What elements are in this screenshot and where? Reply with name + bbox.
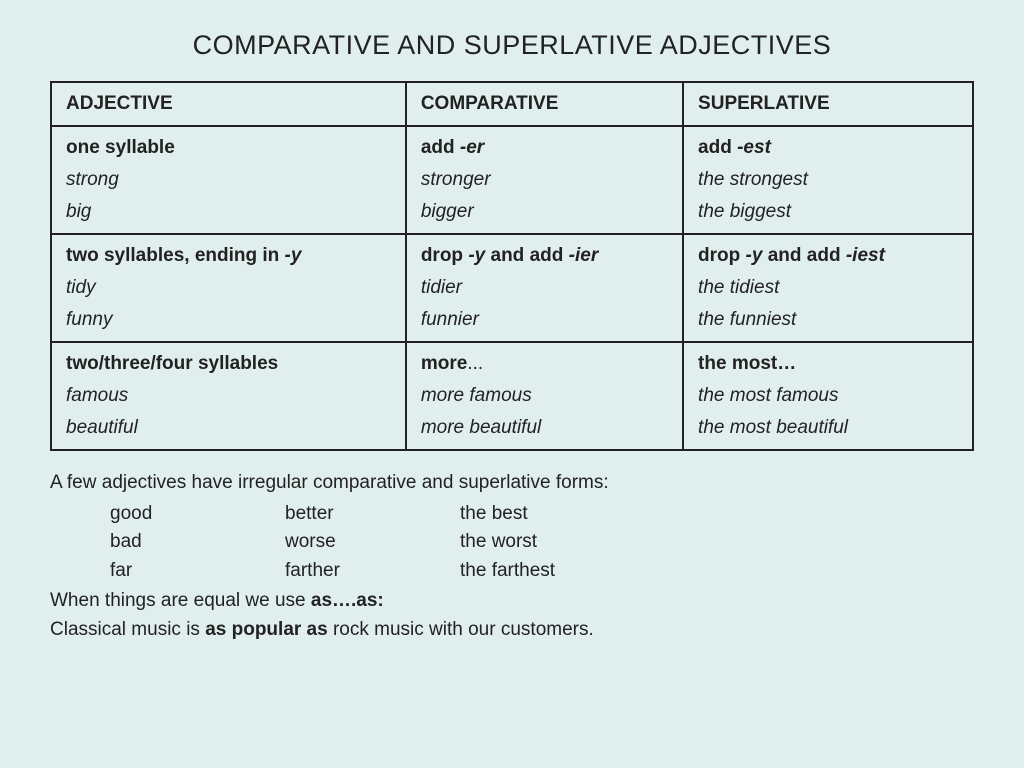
cell-superlative: add -est the strongest the biggest — [683, 126, 973, 234]
rule-heading: drop -y and add -iest — [698, 245, 958, 267]
irregular-row: good better the best — [50, 500, 974, 529]
header-superlative: SUPERLATIVE — [683, 82, 973, 126]
cell-adjective: two/three/four syllables famous beautifu… — [51, 342, 406, 450]
rule-heading: drop -y and add -ier — [421, 245, 668, 267]
cell-comparative: drop -y and add -ier tidier funnier — [406, 234, 683, 342]
irregular-adj: good — [110, 500, 285, 529]
irregular-comp: farther — [285, 557, 460, 586]
rule-heading: more... — [421, 353, 668, 375]
example: tidier — [421, 277, 668, 299]
cell-superlative: the most… the most famous the most beaut… — [683, 342, 973, 450]
equal-example: Classical music is as popular as rock mu… — [50, 616, 974, 645]
irregular-row: far farther the farthest — [50, 557, 974, 586]
example: the most beautiful — [698, 417, 958, 439]
rule-heading: two syllables, ending in -y — [66, 245, 391, 267]
rule-heading: add -est — [698, 137, 958, 159]
cell-adjective: one syllable strong big — [51, 126, 406, 234]
irregular-row: bad worse the worst — [50, 528, 974, 557]
example: bigger — [421, 201, 668, 223]
example: the funniest — [698, 309, 958, 331]
example: the most famous — [698, 385, 958, 407]
example: strong — [66, 169, 391, 191]
grammar-table: ADJECTIVE COMPARATIVE SUPERLATIVE one sy… — [50, 81, 974, 451]
cell-comparative: more... more famous more beautiful — [406, 342, 683, 450]
example: famous — [66, 385, 391, 407]
header-comparative: COMPARATIVE — [406, 82, 683, 126]
example: funnier — [421, 309, 668, 331]
table-row: two/three/four syllables famous beautifu… — [51, 342, 973, 450]
example: funny — [66, 309, 391, 331]
example: more famous — [421, 385, 668, 407]
page-title: COMPARATIVE AND SUPERLATIVE ADJECTIVES — [50, 30, 974, 61]
cell-superlative: drop -y and add -iest the tidiest the fu… — [683, 234, 973, 342]
example: the tidiest — [698, 277, 958, 299]
table-row: two syllables, ending in -y tidy funny d… — [51, 234, 973, 342]
rule-heading: the most… — [698, 353, 958, 375]
example: the strongest — [698, 169, 958, 191]
equal-rule: When things are equal we use as….as: — [50, 587, 974, 616]
example: beautiful — [66, 417, 391, 439]
example: stronger — [421, 169, 668, 191]
irregular-sup: the worst — [460, 528, 974, 557]
cell-adjective: two syllables, ending in -y tidy funny — [51, 234, 406, 342]
irregular-section: A few adjectives have irregular comparat… — [50, 469, 974, 644]
irregular-adj: far — [110, 557, 285, 586]
irregular-adj: bad — [110, 528, 285, 557]
example: the biggest — [698, 201, 958, 223]
example: big — [66, 201, 391, 223]
table-row: one syllable strong big add -er stronger… — [51, 126, 973, 234]
irregular-sup: the farthest — [460, 557, 974, 586]
example: more beautiful — [421, 417, 668, 439]
irregular-comp: better — [285, 500, 460, 529]
rule-heading: one syllable — [66, 137, 391, 159]
rule-heading: two/three/four syllables — [66, 353, 391, 375]
cell-comparative: add -er stronger bigger — [406, 126, 683, 234]
irregular-sup: the best — [460, 500, 974, 529]
irregular-comp: worse — [285, 528, 460, 557]
rule-heading: add -er — [421, 137, 668, 159]
header-adjective: ADJECTIVE — [51, 82, 406, 126]
example: tidy — [66, 277, 391, 299]
table-header-row: ADJECTIVE COMPARATIVE SUPERLATIVE — [51, 82, 973, 126]
irregular-intro: A few adjectives have irregular comparat… — [50, 469, 974, 498]
